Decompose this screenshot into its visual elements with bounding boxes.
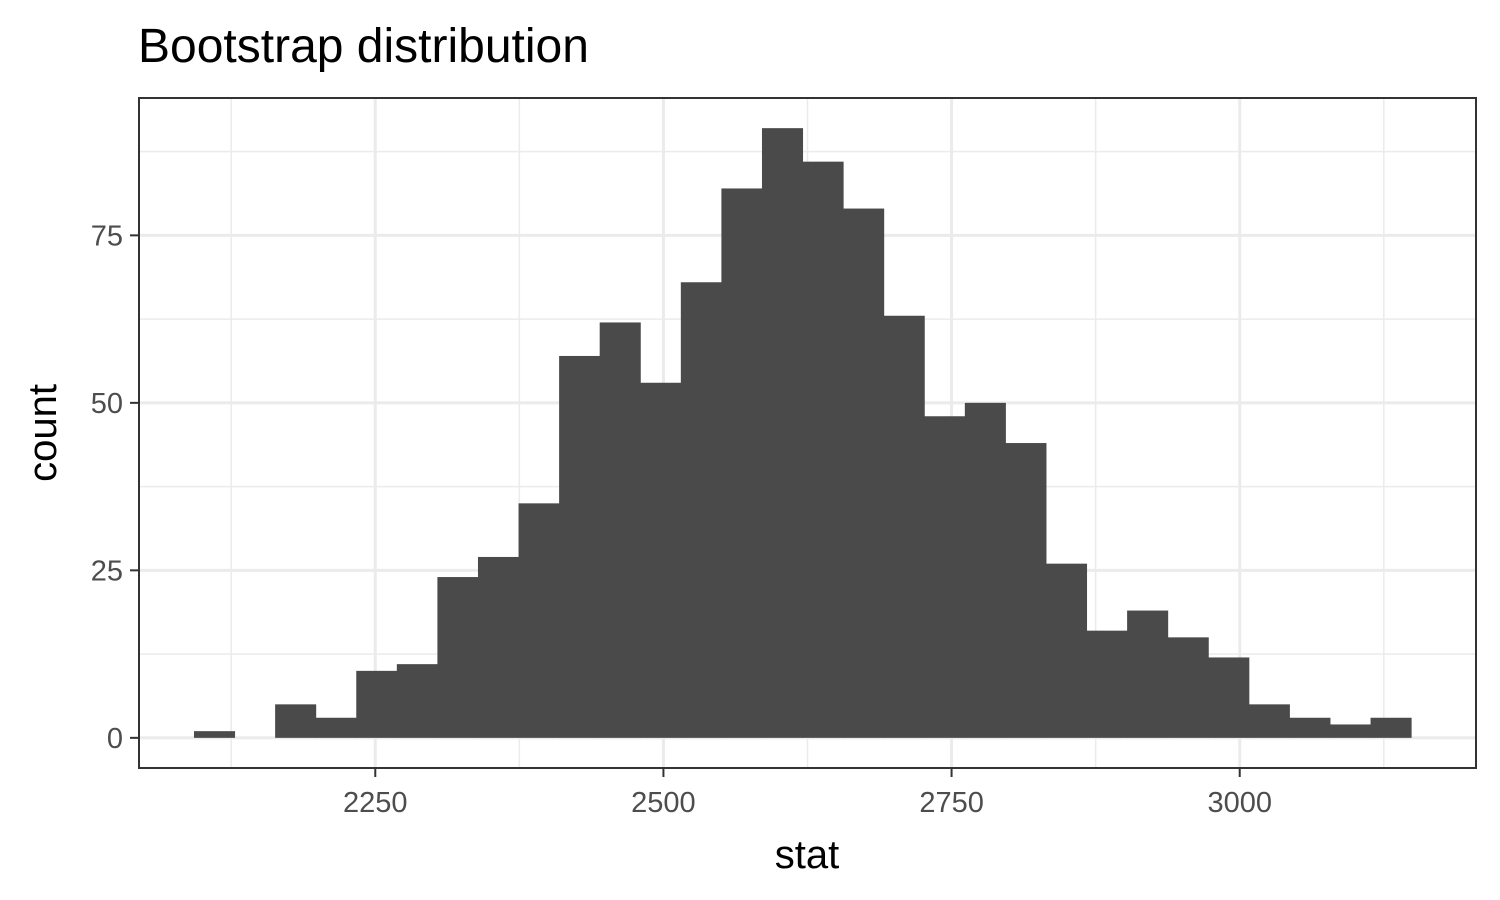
histogram-bar — [477, 556, 520, 738]
histogram-bar — [193, 731, 236, 738]
histogram-bar — [599, 322, 641, 738]
histogram-bar — [924, 416, 966, 738]
panel-border — [138, 97, 1477, 769]
histogram-bar — [275, 704, 317, 738]
histogram-bar — [802, 161, 844, 738]
histogram-bar — [640, 382, 682, 738]
x-tick-label: 2750 — [919, 787, 984, 819]
x-tick-label: 2500 — [631, 787, 696, 819]
histogram-bar — [396, 664, 438, 738]
histogram-bar — [1127, 610, 1169, 738]
histogram-bar — [1005, 443, 1047, 738]
x-tick-label: 3000 — [1207, 787, 1272, 819]
histogram-bar — [1329, 724, 1372, 738]
histogram-bar — [1208, 657, 1250, 738]
histogram-bar — [1370, 717, 1412, 738]
histogram-bar — [437, 577, 479, 738]
y-tick-label: 0 — [107, 723, 123, 755]
x-axis-title: stat — [775, 833, 839, 877]
histogram-bar — [1167, 637, 1209, 738]
histogram-bar — [356, 670, 398, 738]
histogram-bar — [315, 717, 357, 738]
histogram-bar — [761, 128, 804, 738]
histogram-bar — [680, 282, 722, 738]
y-axis: 0 25 50 75 — [91, 220, 139, 755]
x-tick-label: 2250 — [343, 787, 408, 819]
histogram-bar — [1289, 717, 1331, 738]
histogram-bar — [1086, 630, 1128, 738]
y-tick-label: 75 — [91, 220, 123, 252]
histogram-bar — [559, 355, 601, 738]
histogram-bar — [883, 315, 925, 738]
y-tick-label: 25 — [91, 555, 123, 587]
y-axis-title: count — [21, 384, 65, 482]
histogram-bar — [1045, 563, 1088, 738]
histogram-bars — [193, 128, 1412, 738]
histogram-bar — [843, 208, 885, 738]
histogram-bar — [721, 188, 763, 738]
histogram-bar — [964, 402, 1006, 738]
histogram-bar — [1248, 704, 1290, 738]
y-tick-label: 50 — [91, 388, 123, 420]
chart-title: Bootstrap distribution — [138, 20, 589, 73]
histogram-bar — [518, 503, 560, 738]
x-axis: 2250 2500 2750 3000 — [343, 768, 1272, 819]
